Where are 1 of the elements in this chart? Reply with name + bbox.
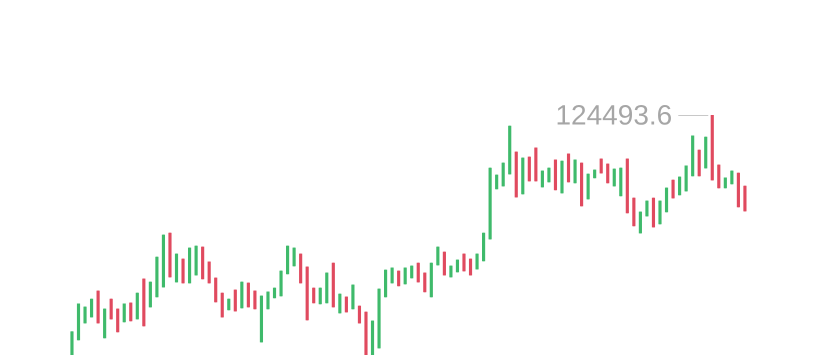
annotation: 124493.6 (555, 100, 672, 131)
